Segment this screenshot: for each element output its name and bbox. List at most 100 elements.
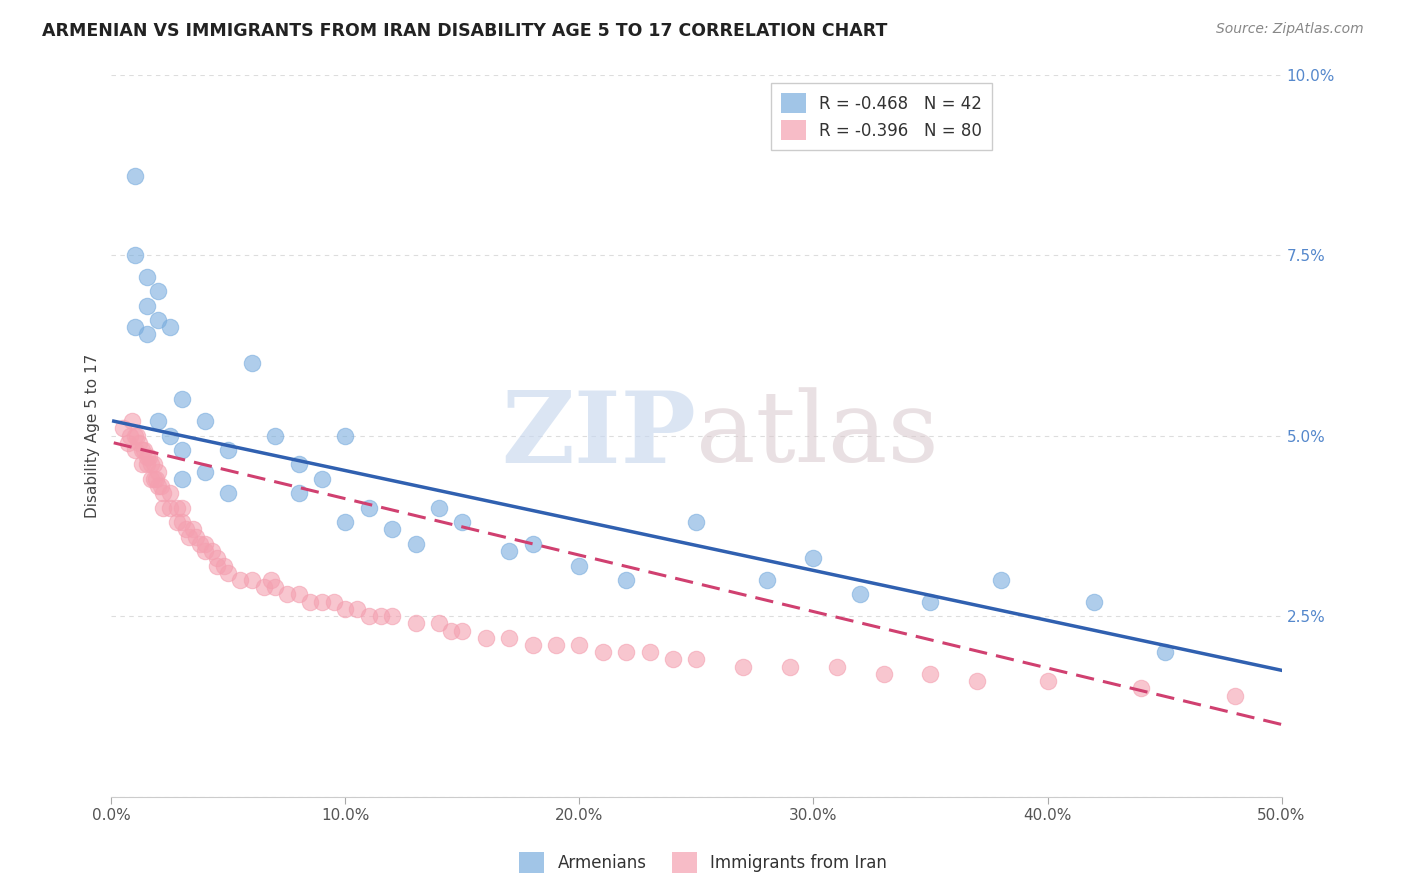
Text: atlas: atlas xyxy=(696,388,939,483)
Point xyxy=(370,609,392,624)
Point xyxy=(148,414,170,428)
Point xyxy=(614,645,637,659)
Point xyxy=(335,515,357,529)
Point xyxy=(205,551,228,566)
Point xyxy=(212,558,235,573)
Point xyxy=(135,299,157,313)
Point xyxy=(170,443,193,458)
Point xyxy=(755,573,778,587)
Point xyxy=(229,573,252,587)
Point xyxy=(194,544,217,558)
Point xyxy=(217,443,239,458)
Point xyxy=(1130,681,1153,696)
Point xyxy=(311,595,333,609)
Legend: R = -0.468   N = 42, R = -0.396   N = 80: R = -0.468 N = 42, R = -0.396 N = 80 xyxy=(770,83,993,150)
Point xyxy=(451,624,474,638)
Point xyxy=(299,595,322,609)
Point xyxy=(135,450,157,465)
Point xyxy=(264,580,287,594)
Point xyxy=(124,428,146,442)
Point xyxy=(194,465,217,479)
Point xyxy=(966,674,988,689)
Point xyxy=(276,587,298,601)
Point xyxy=(920,595,942,609)
Point xyxy=(194,414,217,428)
Point xyxy=(873,667,896,681)
Point xyxy=(252,580,274,594)
Point xyxy=(170,515,193,529)
Point xyxy=(194,537,217,551)
Point xyxy=(121,414,143,428)
Point xyxy=(322,595,344,609)
Point xyxy=(592,645,614,659)
Point xyxy=(381,523,404,537)
Point xyxy=(405,616,427,631)
Point xyxy=(1223,689,1246,703)
Point xyxy=(346,602,368,616)
Point xyxy=(141,472,163,486)
Point xyxy=(142,458,165,472)
Point xyxy=(405,537,427,551)
Point xyxy=(181,523,204,537)
Point xyxy=(614,573,637,587)
Point xyxy=(498,544,520,558)
Point xyxy=(849,587,872,601)
Point xyxy=(170,392,193,407)
Point xyxy=(148,313,170,327)
Point xyxy=(568,558,591,573)
Point xyxy=(1036,674,1059,689)
Point xyxy=(124,248,146,262)
Point xyxy=(381,609,404,624)
Point xyxy=(141,458,163,472)
Point xyxy=(145,472,167,486)
Point xyxy=(152,486,174,500)
Point xyxy=(142,472,165,486)
Point xyxy=(131,443,153,458)
Point xyxy=(1153,645,1175,659)
Point xyxy=(779,659,801,673)
Point xyxy=(335,428,357,442)
Point xyxy=(127,428,149,442)
Point xyxy=(825,659,848,673)
Point xyxy=(128,435,150,450)
Point xyxy=(287,458,309,472)
Point xyxy=(135,269,157,284)
Point xyxy=(522,638,544,652)
Point xyxy=(135,458,157,472)
Point xyxy=(159,500,181,515)
Point xyxy=(240,573,263,587)
Point xyxy=(201,544,224,558)
Point xyxy=(357,609,380,624)
Point xyxy=(184,530,207,544)
Point xyxy=(217,486,239,500)
Point xyxy=(498,631,520,645)
Point xyxy=(131,458,153,472)
Point xyxy=(451,515,474,529)
Point xyxy=(264,428,287,442)
Point xyxy=(733,659,755,673)
Point xyxy=(440,624,463,638)
Point xyxy=(335,602,357,616)
Point xyxy=(148,479,170,493)
Point xyxy=(135,327,157,342)
Point xyxy=(138,450,160,465)
Point xyxy=(662,652,685,666)
Point xyxy=(149,479,172,493)
Text: ARMENIAN VS IMMIGRANTS FROM IRAN DISABILITY AGE 5 TO 17 CORRELATION CHART: ARMENIAN VS IMMIGRANTS FROM IRAN DISABIL… xyxy=(42,22,887,40)
Point xyxy=(166,500,188,515)
Point xyxy=(259,573,281,587)
Point xyxy=(120,428,142,442)
Point xyxy=(920,667,942,681)
Point xyxy=(124,169,146,183)
Point xyxy=(159,320,181,334)
Point xyxy=(544,638,567,652)
Point xyxy=(240,356,263,370)
Point xyxy=(134,443,156,458)
Point xyxy=(568,638,591,652)
Point xyxy=(176,523,198,537)
Point xyxy=(217,566,239,580)
Point xyxy=(287,587,309,601)
Point xyxy=(159,486,181,500)
Legend: Armenians, Immigrants from Iran: Armenians, Immigrants from Iran xyxy=(513,846,893,880)
Point xyxy=(522,537,544,551)
